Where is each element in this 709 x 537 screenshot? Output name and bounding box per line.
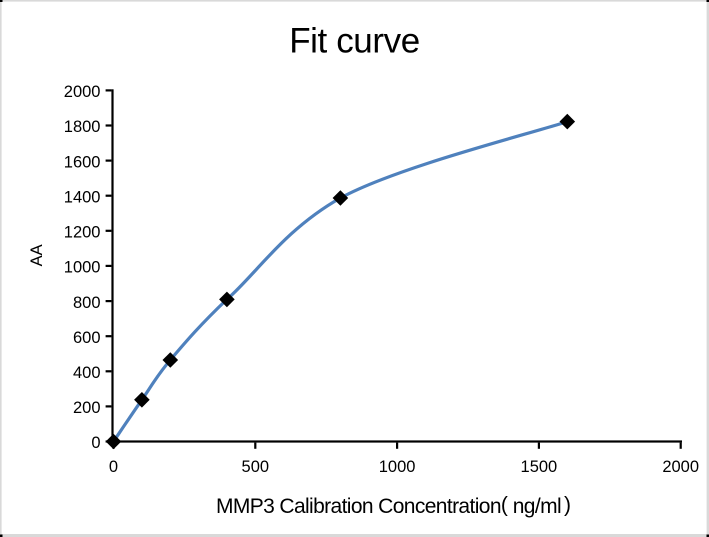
svg-text:1200: 1200 bbox=[64, 224, 101, 242]
svg-text:800: 800 bbox=[73, 294, 101, 312]
svg-text:1500: 1500 bbox=[521, 458, 558, 476]
svg-text:Fit curve: Fit curve bbox=[289, 22, 420, 61]
svg-text:AA: AA bbox=[28, 244, 46, 266]
svg-text:1800: 1800 bbox=[64, 118, 101, 136]
svg-text:500: 500 bbox=[242, 458, 270, 476]
svg-text:0: 0 bbox=[109, 458, 118, 476]
svg-text:600: 600 bbox=[73, 329, 101, 347]
svg-text:200: 200 bbox=[73, 399, 101, 417]
svg-text:1000: 1000 bbox=[379, 458, 416, 476]
svg-text:1400: 1400 bbox=[64, 188, 101, 206]
svg-text:1000: 1000 bbox=[64, 259, 101, 277]
svg-text:1600: 1600 bbox=[64, 153, 101, 171]
svg-text:2000: 2000 bbox=[662, 458, 699, 476]
svg-text:MMP3 Calibration Concentration: MMP3 Calibration Concentration(ng/ml) bbox=[216, 493, 570, 518]
svg-text:2000: 2000 bbox=[64, 83, 101, 101]
svg-text:0: 0 bbox=[91, 434, 100, 452]
svg-text:400: 400 bbox=[73, 364, 101, 382]
